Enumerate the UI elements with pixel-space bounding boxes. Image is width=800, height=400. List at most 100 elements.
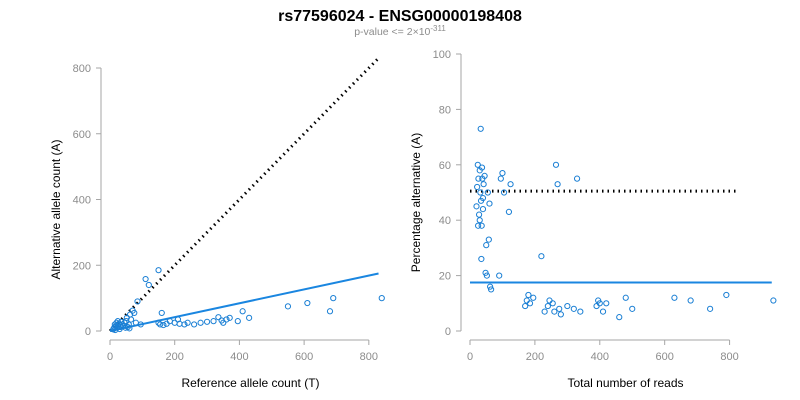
data-point [671,294,678,301]
data-point [530,294,537,301]
data-point [171,319,178,326]
data-point [484,189,491,196]
data-point [525,291,532,299]
data-point [487,283,494,290]
chart-title: rs77596024 - ENSG00000198408 [278,8,522,25]
fit-line [109,272,379,332]
data-point [223,316,230,323]
y-tick-label: 400 [73,195,91,207]
data-point [544,302,551,310]
data-point [127,316,135,323]
data-point [474,161,481,168]
data-point [593,302,600,310]
data-point [126,325,133,332]
data-point [191,321,198,328]
data-point [478,255,485,263]
x-tick-label: 800 [360,351,378,363]
data-point [557,311,564,318]
data-point [181,321,188,328]
data-point [475,211,483,218]
data-point [546,297,553,304]
data-point [477,189,484,196]
data-point [155,319,162,326]
data-point [723,291,730,299]
data-point [556,305,563,312]
data-point [629,305,636,312]
data-point [158,309,165,317]
data-point [538,253,545,260]
data-point [326,308,334,315]
scatter-panel-percentage: 0 200 400 600 800 0 20 40 60 80 100 Total number of… [409,49,777,390]
y-tick-label: 200 [73,260,91,272]
y-tick-label: 80 [439,104,451,116]
data-point [479,206,487,213]
x-tick-label: 0 [467,351,473,363]
data-point [220,319,227,326]
data-point [554,181,561,188]
data-point [707,305,714,312]
data-point [549,300,556,307]
data-point [131,309,138,317]
data-point [239,308,246,315]
data-point [522,302,529,310]
data-point [483,272,490,279]
y-tick-label: 40 [439,215,451,227]
data-point [499,170,506,177]
data-point [479,194,487,202]
data-point [378,295,385,302]
data-point [507,181,514,188]
x-axis-label: Total number of reads [567,376,683,390]
data-point [145,281,152,289]
y-tick-label: 100 [433,49,451,61]
data-point [210,318,217,325]
chart-subtitle: p-value <= 2×10-311 [354,24,446,38]
data-point [226,314,233,321]
data-point [487,286,495,293]
data-point [552,161,560,168]
x-tick-label: 400 [230,351,248,363]
data-point [577,308,584,315]
y-tick-label: 800 [73,63,91,75]
data-point [478,164,486,171]
data-point [483,242,490,249]
data-point [234,318,241,325]
data-point [687,297,694,304]
data-point [160,321,167,329]
y-tick-label: 60 [439,160,451,172]
data-point [551,308,558,315]
data-point [486,200,493,207]
data-point [215,314,222,321]
data-point [622,294,629,301]
data-point [497,175,504,182]
data-point [496,272,503,279]
data-point [137,321,144,328]
x-tick-label: 600 [295,351,313,363]
subtitle-exponent: -311 [430,24,446,33]
data-point [541,308,548,315]
data-point [478,222,485,229]
data-point [134,298,141,305]
data-point [616,314,623,321]
data-point [477,125,484,132]
data-point [304,299,311,307]
data-point [505,208,513,215]
data-point [473,203,480,210]
data-point [330,295,337,302]
data-point [526,300,534,307]
data-point [475,175,482,182]
data-point [475,222,482,229]
x-tick-label: 0 [107,351,113,363]
data-point [523,297,530,304]
data-point [125,321,132,328]
data-point [500,189,508,196]
y-tick-label: 20 [439,271,451,283]
x-tick-label: 200 [166,351,184,363]
reference-dotted-line [108,57,380,333]
data-point [573,175,581,182]
x-tick-label: 200 [526,351,544,363]
data-point [246,314,253,321]
x-tick-label: 600 [656,351,674,363]
scatter-panel-allele-counts: 0 200 400 600 800 0 200 400 600 800 Reference alle… [49,57,385,390]
data-point [203,318,211,325]
